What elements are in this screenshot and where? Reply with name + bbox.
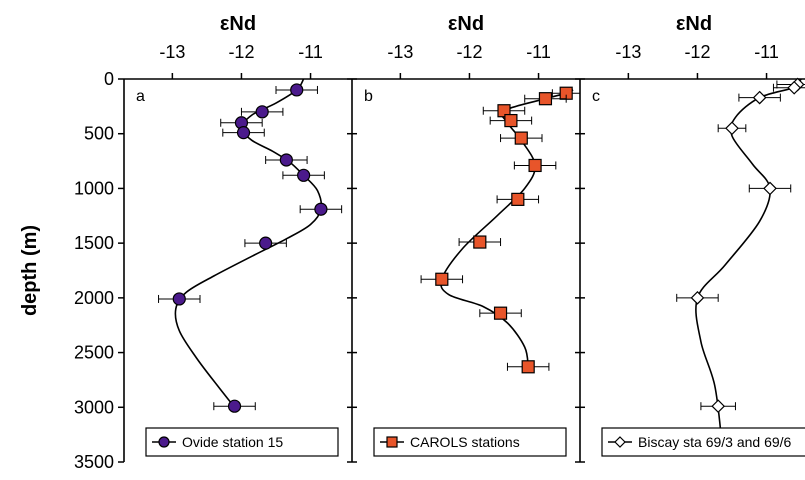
panel-letter: c (592, 88, 600, 105)
legend-label: Biscay sta 69/3 and 69/6 (638, 434, 792, 450)
data-point (725, 121, 739, 136)
panel-letter: b (364, 88, 373, 105)
legend-box (601, 427, 805, 457)
legend-box (145, 427, 339, 457)
data-point (236, 126, 251, 140)
x-tick-label: -12 (684, 42, 710, 62)
data-point (227, 399, 242, 413)
y-tick-label: 3000 (74, 397, 114, 417)
y-tick-label: 0 (104, 69, 114, 89)
data-point (521, 360, 535, 374)
legend-label: Ovide station 15 (182, 434, 283, 450)
data-point (314, 202, 328, 216)
legend-box (373, 427, 567, 457)
x-tick-label: -12 (456, 42, 482, 62)
data-point (172, 292, 186, 306)
panel-letter: a (136, 88, 145, 105)
data-point (528, 158, 542, 173)
data-point (435, 272, 449, 286)
data-point (255, 105, 269, 119)
legend-marker (158, 436, 170, 448)
x-tick-label: -13 (615, 42, 641, 62)
x-tick-label: -11 (754, 42, 779, 62)
data-point (290, 83, 304, 97)
y-tick-label: 2500 (74, 343, 114, 363)
data-point (497, 104, 511, 118)
data-point (473, 235, 487, 249)
data-point (711, 399, 726, 414)
y-tick-label: 1000 (74, 178, 114, 198)
x-tick-label: -11 (298, 42, 323, 62)
data-point (493, 306, 508, 320)
y-tick-label: 3500 (74, 452, 114, 472)
data-point (259, 236, 273, 250)
x-axis-title: εNd (448, 13, 484, 35)
data-point (787, 80, 802, 95)
y-tick-label: 500 (84, 124, 114, 144)
x-axis-title: εNd (220, 13, 256, 35)
data-point (752, 90, 767, 105)
legend-marker (614, 436, 626, 448)
data-point (279, 153, 293, 167)
data-point (763, 181, 777, 196)
x-tick-label: -13 (159, 42, 185, 62)
data-point (514, 131, 528, 145)
data-point (690, 291, 705, 305)
series-curve (695, 79, 802, 441)
data-point (504, 113, 518, 128)
x-tick-label: -11 (526, 42, 551, 62)
legend-marker (386, 436, 398, 448)
series-curve (440, 89, 574, 367)
y-tick-label: 1500 (74, 233, 114, 253)
x-tick-label: -13 (387, 42, 413, 62)
y-tick-label: 2000 (74, 288, 114, 308)
data-point (297, 168, 311, 182)
y-axis-title: depth (m) (19, 225, 41, 316)
x-tick-label: -12 (228, 42, 254, 62)
data-point (538, 92, 553, 106)
legend-label: CAROLS stations (410, 434, 520, 450)
data-point (511, 192, 525, 206)
x-axis-title: εNd (676, 13, 712, 35)
